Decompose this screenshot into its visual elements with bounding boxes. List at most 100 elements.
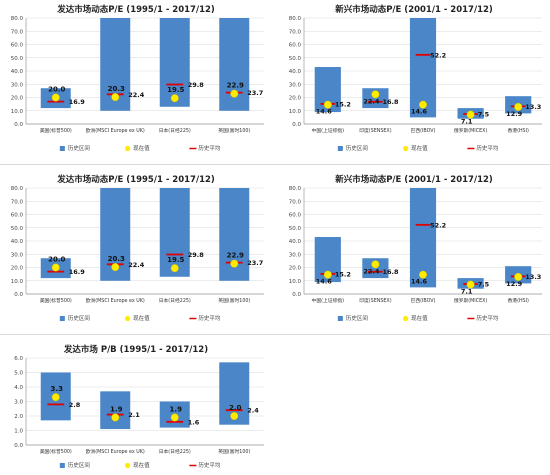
average-label: 13.3 bbox=[525, 103, 541, 111]
legend-swatch-range bbox=[59, 316, 65, 321]
current-marker bbox=[51, 93, 60, 102]
legend-label: 历史区间 bbox=[346, 314, 368, 322]
chart-title: 新兴市场动态P/E (2001/1 - 2017/12) bbox=[335, 174, 493, 185]
category-label: 日本(日经225) bbox=[159, 297, 191, 304]
legend-label: 历史区间 bbox=[68, 314, 90, 322]
y-tick-label: 20.0 bbox=[289, 266, 302, 272]
average-label: 22.4 bbox=[128, 261, 145, 269]
chart-title: 发达市场 P/B (1995/1 - 2017/12) bbox=[63, 344, 208, 355]
current-marker bbox=[230, 259, 239, 268]
average-label: 7.5 bbox=[478, 111, 490, 119]
legend-label: 历史区间 bbox=[68, 144, 90, 152]
average-label: 13.3 bbox=[525, 273, 541, 281]
legend-label: 历史平均 bbox=[198, 144, 221, 152]
average-label: 7.5 bbox=[478, 281, 490, 289]
legend-swatch-range bbox=[337, 146, 343, 151]
average-label: 23.7 bbox=[247, 259, 263, 267]
y-tick-label: 10.0 bbox=[289, 109, 302, 115]
legend-label: 历史平均 bbox=[198, 314, 221, 322]
legend-label: 历史平均 bbox=[476, 314, 499, 322]
chart-title: 新兴市场动态P/E (2001/1 - 2017/12) bbox=[335, 4, 493, 15]
current-marker bbox=[51, 393, 60, 402]
average-label: 29.8 bbox=[188, 81, 205, 89]
range-bar bbox=[100, 391, 131, 430]
y-tick-label: 30.0 bbox=[11, 252, 24, 258]
current-label: 2.0 bbox=[229, 404, 242, 412]
range-bar bbox=[159, 18, 190, 107]
current-marker bbox=[371, 260, 380, 269]
average-label: 1.6 bbox=[188, 418, 200, 426]
legend-label: 历史区间 bbox=[68, 461, 90, 469]
y-tick-label: 0.0 bbox=[14, 443, 23, 449]
average-label: 52.2 bbox=[430, 51, 446, 59]
y-tick-label: 20.0 bbox=[289, 96, 302, 102]
category-label: 中国(上证综指) bbox=[312, 297, 345, 304]
average-label: 16.8 bbox=[382, 268, 399, 276]
chart-title: 发达市场动态P/E (1995/1 - 2017/12) bbox=[56, 4, 215, 15]
chart-emerging-pe-middle: 新兴市场动态P/E (2001/1 - 2017/12) 0.0 10.0 20.0 3… bbox=[278, 170, 550, 328]
y-tick-label: 10.0 bbox=[289, 279, 302, 285]
average-label: 52.2 bbox=[430, 221, 446, 229]
current-label: 7.1 bbox=[461, 118, 473, 126]
legend-swatch-current bbox=[403, 145, 409, 152]
y-tick-label: 60.0 bbox=[289, 43, 302, 49]
current-label: 12.9 bbox=[506, 110, 523, 118]
y-tick-label: 50.0 bbox=[289, 56, 302, 62]
legend-swatch-current bbox=[125, 315, 131, 322]
current-label: 20.0 bbox=[48, 256, 65, 264]
y-tick-label: 20.0 bbox=[11, 96, 24, 102]
panel-divider bbox=[0, 164, 550, 165]
category-label: 美国(标普500) bbox=[40, 127, 72, 134]
legend-swatch-current bbox=[403, 315, 409, 322]
category-label: 英国(富时100) bbox=[218, 127, 250, 134]
legend-swatch-range bbox=[337, 316, 343, 321]
legend-label: 历史平均 bbox=[198, 461, 221, 469]
average-label: 2.1 bbox=[128, 411, 140, 419]
legend-swatch-range bbox=[59, 463, 65, 468]
current-marker bbox=[170, 94, 179, 103]
average-label: 16.9 bbox=[69, 268, 86, 276]
y-tick-label: 30.0 bbox=[11, 82, 24, 88]
current-label: 20.3 bbox=[108, 255, 125, 263]
category-label: 俄罗斯(MICEX) bbox=[454, 297, 487, 304]
y-tick-label: 0.0 bbox=[14, 292, 23, 298]
y-tick-label: 0.0 bbox=[292, 292, 301, 298]
y-tick-label: 10.0 bbox=[11, 109, 24, 115]
current-label: 14.6 bbox=[316, 108, 333, 116]
panel-divider bbox=[0, 334, 550, 335]
y-tick-label: 60.0 bbox=[11, 213, 24, 219]
legend-label: 现在值 bbox=[411, 144, 428, 152]
current-marker bbox=[51, 263, 60, 272]
y-tick-label: 80.0 bbox=[11, 186, 24, 192]
y-tick-label: 0.0 bbox=[14, 122, 23, 128]
y-tick-label: 5.0 bbox=[14, 371, 23, 377]
y-tick-label: 60.0 bbox=[289, 213, 302, 219]
y-tick-label: 40.0 bbox=[289, 69, 302, 75]
average-label: 23.7 bbox=[247, 89, 263, 97]
legend-label: 历史平均 bbox=[476, 144, 499, 152]
average-label: 2.8 bbox=[69, 401, 81, 409]
chart-developed-pe-middle: 发达市场动态P/E (1995/1 - 2017/12) 0.0 10.0 20.0 3… bbox=[0, 170, 272, 328]
category-label: 香港(HSI) bbox=[507, 297, 529, 304]
category-label: 英国(富时100) bbox=[218, 297, 250, 304]
average-label: 15.2 bbox=[335, 100, 351, 108]
legend-label: 历史区间 bbox=[346, 144, 368, 152]
y-tick-label: 70.0 bbox=[11, 29, 24, 35]
chart-svg: 新兴市场动态P/E (2001/1 - 2017/12) 0.0 10.0 20.0 3… bbox=[289, 174, 542, 322]
current-label: 20.0 bbox=[48, 86, 65, 94]
category-label: 美国(标普500) bbox=[40, 448, 72, 455]
legend-swatch-current bbox=[125, 145, 131, 152]
current-label: 22.9 bbox=[227, 252, 244, 260]
current-marker bbox=[514, 272, 523, 281]
current-label: 22.9 bbox=[227, 82, 244, 90]
category-label: 日本(日经225) bbox=[159, 448, 191, 455]
y-tick-label: 80.0 bbox=[289, 186, 302, 192]
category-label: 英国(富时100) bbox=[218, 448, 250, 455]
y-tick-label: 80.0 bbox=[289, 16, 302, 22]
y-tick-label: 50.0 bbox=[289, 226, 302, 232]
current-label: 14.6 bbox=[411, 108, 428, 116]
chart-developed-pe-top: 发达市场动态P/E (1995/1 - 2017/12) 0.0 10.0 20.0 3… bbox=[0, 0, 272, 158]
average-label: 29.8 bbox=[188, 251, 205, 259]
average-label: 15.2 bbox=[335, 270, 351, 278]
current-marker bbox=[323, 270, 332, 279]
